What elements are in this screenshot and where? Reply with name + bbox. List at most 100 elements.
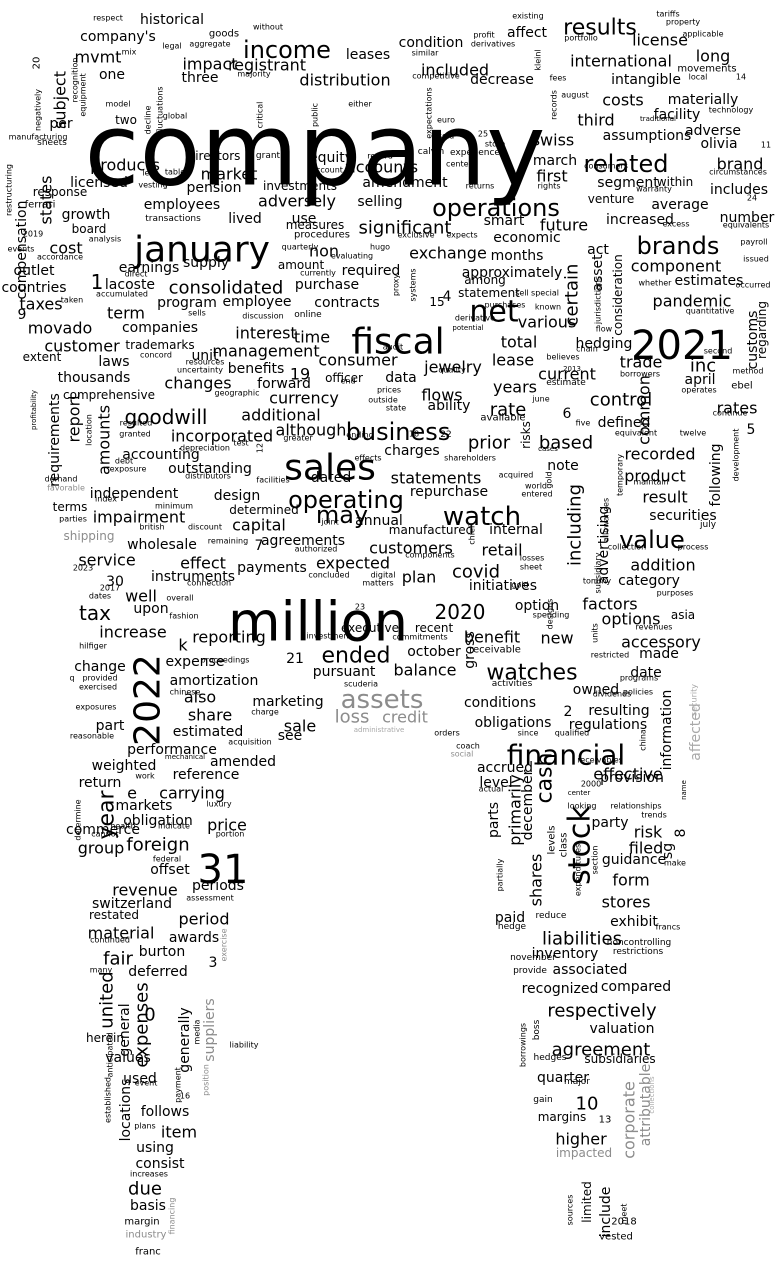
word-consideration: consideration (611, 254, 625, 335)
word-programs: programs (620, 674, 658, 683)
word-higher: higher (555, 1130, 607, 1149)
word-equipment: equipment (79, 73, 88, 116)
word-restated: restated (89, 908, 139, 922)
word-filed: filed (629, 839, 664, 858)
word-interest: interest (235, 324, 296, 343)
word-mechanical: mechanical (165, 753, 205, 761)
word-stores: stores (602, 893, 651, 912)
word-collection: collection (608, 543, 646, 552)
word-approximately: approximately (462, 265, 563, 281)
word-wholesale: wholesale (127, 537, 197, 553)
word-statements: statements (391, 469, 482, 488)
word-mvmt: mvmt (75, 48, 122, 67)
word-based: based (539, 433, 593, 454)
word-ability: ability (428, 398, 471, 414)
word-established: established (104, 1077, 113, 1123)
word-11: 11 (761, 141, 771, 150)
word-expenditures: expenditures (574, 844, 583, 896)
word-designs: designs (546, 599, 555, 630)
word-francs: francs (656, 923, 681, 932)
word-primarily: primarily (506, 774, 525, 846)
word-known: known (535, 303, 561, 312)
word-lived: lived (228, 211, 262, 227)
word-sheets: sheets (37, 138, 67, 148)
word-digital: digital (371, 571, 396, 580)
word-equivalents: equivalents (723, 221, 769, 230)
word-third: third (577, 111, 614, 130)
word-without: without (253, 23, 283, 32)
word-flow: flow (596, 325, 613, 334)
word-countries: countries (1, 280, 66, 296)
word-impacted: impacted (556, 1146, 612, 1160)
word-second: second (704, 347, 733, 356)
word-associated: associated (553, 962, 628, 978)
word-remaining: remaining (208, 537, 248, 546)
word-procedures: procedures (294, 230, 350, 241)
word-agreement: agreement (552, 1040, 651, 1061)
word-follows: follows (141, 1104, 190, 1120)
word-internal: internal (489, 522, 543, 538)
word-public: public (311, 103, 320, 127)
word-comprehensive: comprehensive (63, 388, 155, 402)
word-outlet: outlet (14, 263, 55, 279)
word-price: price (207, 816, 247, 835)
word-economic: economic (493, 230, 561, 246)
word-taken: taken (61, 296, 83, 305)
word-events: events (8, 245, 35, 254)
word-1: 1 (91, 270, 104, 294)
word-special: special (531, 289, 559, 298)
word-various: various (518, 313, 577, 332)
word-movements: movements (677, 64, 736, 75)
word-note: note (547, 458, 579, 474)
word-related: related (584, 150, 669, 178)
word-matters: matters (362, 579, 393, 588)
word-section: section (591, 846, 600, 875)
word-measures: measures (286, 218, 345, 232)
word-available: available (480, 413, 525, 424)
word-expenses: expenses (132, 982, 153, 1067)
word-cases: cases (538, 445, 558, 453)
word-date: date (630, 665, 662, 681)
word-reduce: reduce (536, 911, 567, 921)
word-0: 0 (144, 1005, 155, 1026)
word-exclusive: exclusive (397, 231, 434, 240)
word-component: component (631, 257, 722, 276)
word-weighted: weighted (92, 758, 157, 774)
word-direct: direct (125, 270, 148, 279)
word-spending: spending (533, 611, 570, 620)
word-exercise: exercise (220, 928, 229, 961)
word-name: name (680, 780, 688, 800)
word-3: 3 (209, 955, 218, 971)
word-5: 5 (747, 422, 756, 438)
word-assessment: assessment (186, 894, 233, 903)
word-defined: defined (598, 415, 651, 431)
word-units: units (591, 623, 600, 643)
word-13: 13 (599, 1115, 612, 1126)
word-liabilities: liabilities (542, 929, 622, 950)
word-favorable: favorable (47, 484, 85, 493)
word-executive: executive (341, 621, 399, 635)
word-offset: offset (150, 862, 190, 878)
word-recorded: recorded (624, 445, 695, 464)
word-decrease: decrease (470, 72, 534, 88)
word-tommy: tommy (583, 577, 612, 586)
word-five: five (576, 419, 591, 428)
word-paid: paid (495, 910, 525, 926)
word-expects: expects (446, 231, 477, 240)
word-party: party (592, 815, 629, 831)
word-granted: granted (119, 430, 150, 439)
word-fluctuations: fluctuations (156, 86, 165, 133)
word-balance: balance (394, 661, 457, 680)
word-compensation: compensation (14, 201, 30, 300)
word-manufactured: manufactured (389, 523, 473, 537)
word-trade: trade (620, 353, 663, 372)
word-shares: shares (527, 854, 546, 907)
word-options: options (602, 610, 661, 629)
word-borrowings: borrowings (519, 1023, 528, 1067)
word-20: 20 (32, 57, 43, 70)
word-olivia: olivia (700, 136, 737, 152)
word-discount: discount (188, 523, 222, 532)
word-million: million (228, 591, 408, 654)
word-initiatives: initiatives (469, 578, 537, 594)
word-required: required (342, 263, 401, 279)
